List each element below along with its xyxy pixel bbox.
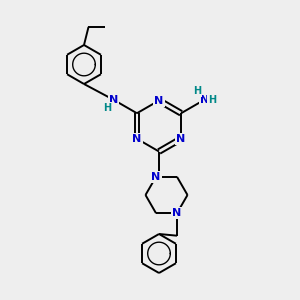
Text: H: H — [208, 95, 216, 105]
Text: N: N — [152, 172, 160, 182]
Text: N: N — [154, 95, 164, 106]
Text: N: N — [109, 95, 118, 105]
Text: N: N — [176, 134, 186, 144]
Text: N: N — [172, 208, 182, 218]
Text: H: H — [193, 86, 201, 96]
Text: N: N — [132, 134, 142, 144]
Text: N: N — [200, 95, 209, 105]
Text: H: H — [103, 103, 111, 113]
